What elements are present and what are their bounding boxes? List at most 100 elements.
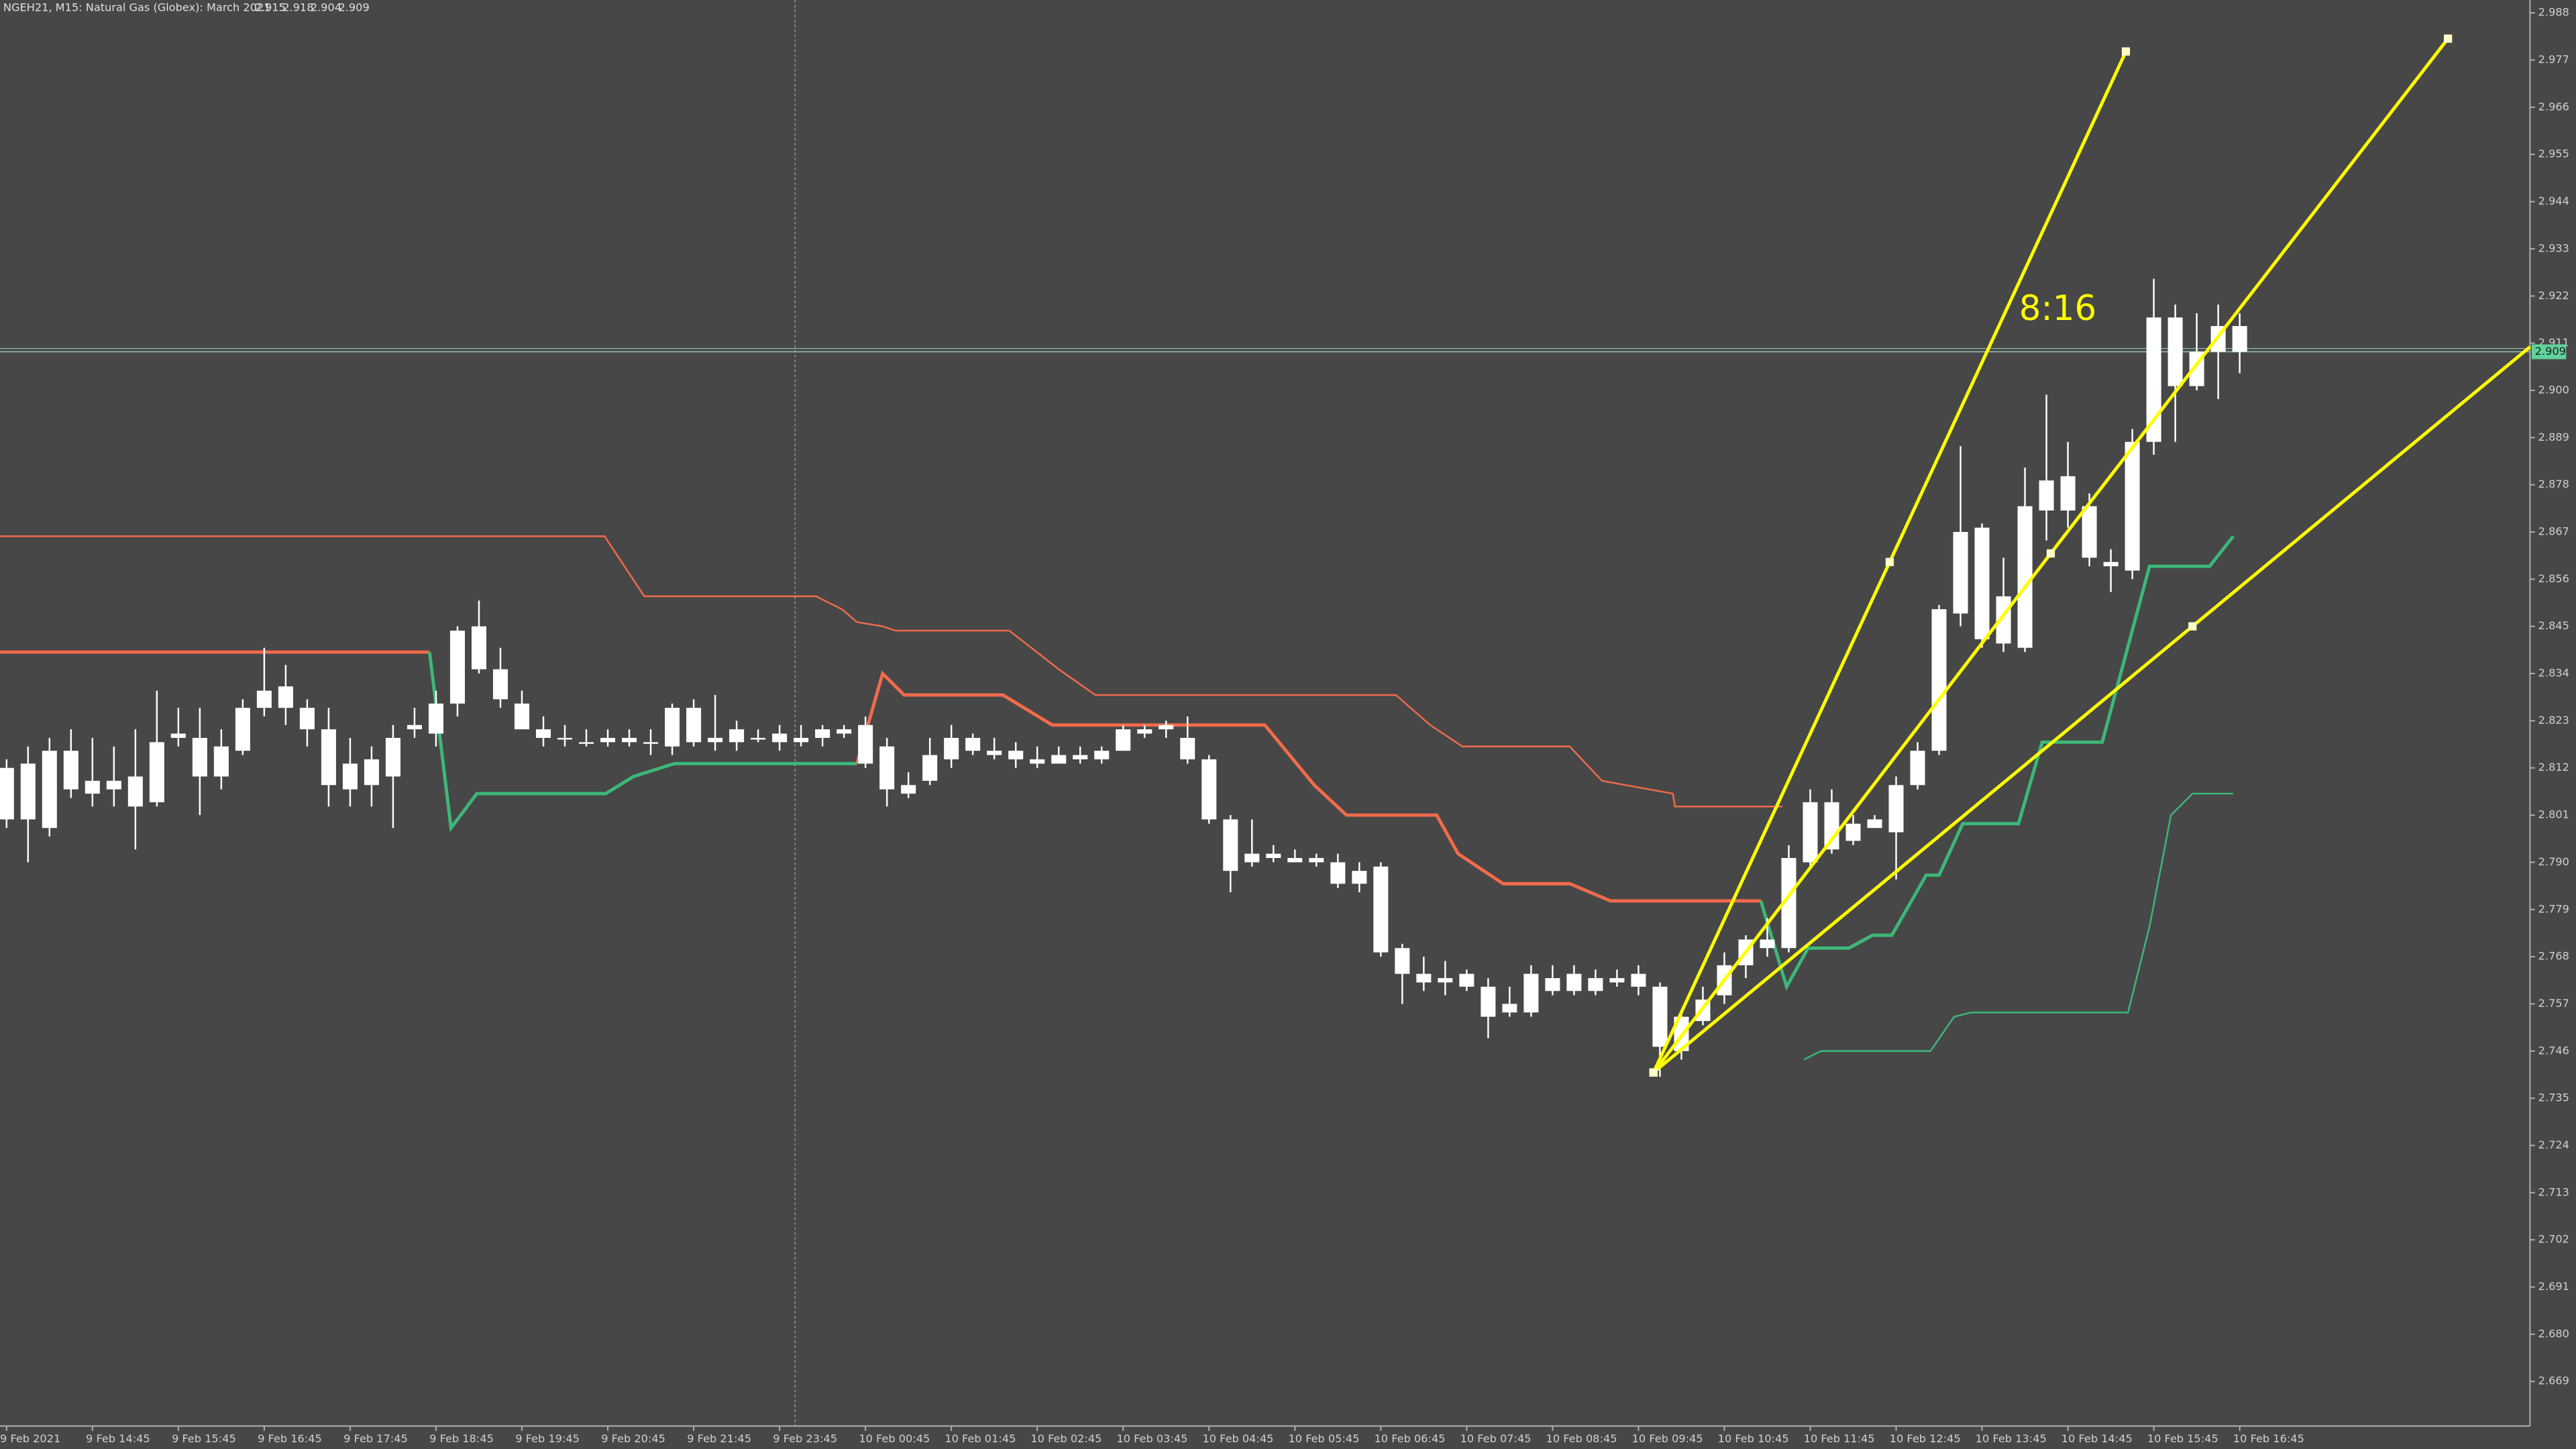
ohlc-high: 2.918 (282, 1, 313, 14)
candle-body (1159, 724, 1174, 730)
trendline-anchor (2121, 47, 2131, 56)
indicator-line (427, 651, 857, 833)
y-tick-label: 2.735 (2538, 1091, 2569, 1104)
candle-body (1888, 785, 1904, 833)
x-tick-label: 10 Feb 16:45 (2233, 1432, 2304, 1445)
candle-body (837, 729, 852, 734)
candle-body (1910, 751, 1925, 786)
candle-body (729, 729, 745, 743)
indicator-line (855, 670, 1761, 903)
x-tick-label: 9 Feb 14:45 (86, 1432, 150, 1445)
x-tick-label: 10 Feb 05:45 (1289, 1432, 1360, 1445)
indicator-line (0, 535, 1782, 808)
x-tick-label: 9 Feb 20:45 (601, 1432, 665, 1445)
candle-body (1931, 609, 1947, 751)
y-tick-label: 2.933 (2538, 241, 2569, 254)
x-tick-label: 10 Feb 00:45 (859, 1432, 930, 1445)
x-tick-label: 10 Feb 06:45 (1375, 1432, 1446, 1445)
candle-body (987, 751, 1002, 755)
candle-body (708, 737, 723, 743)
candle-body (1094, 751, 1110, 759)
candle-body (1352, 871, 1367, 884)
x-tick-label: 10 Feb 03:45 (1116, 1432, 1187, 1445)
x-tick-label: 9 Feb 16:45 (258, 1432, 322, 1445)
x-tick-label: 10 Feb 08:45 (1546, 1432, 1617, 1445)
candle-body (149, 742, 164, 802)
x-tick-label: 9 Feb 19:45 (515, 1432, 580, 1445)
candle-body (1502, 1004, 1517, 1013)
price-label: 2.909 (2535, 345, 2566, 358)
y-tick-label: 2.713 (2538, 1185, 2569, 1198)
candle-body (751, 737, 766, 740)
y-tick-label: 2.922 (2538, 289, 2569, 302)
candle-body (1137, 729, 1152, 734)
y-tick-label: 2.977 (2538, 53, 2569, 66)
candle-body (579, 742, 594, 744)
candle-body (1438, 978, 1453, 983)
candle-body (2060, 476, 2076, 511)
candle-body (0, 767, 14, 820)
x-tick-label: 9 Feb 21:45 (687, 1432, 751, 1445)
candle-body (1974, 527, 1990, 639)
y-tick-label: 2.669 (2538, 1375, 2569, 1387)
candle-body (1051, 755, 1067, 764)
candle-body (1180, 737, 1195, 759)
candle-body (1631, 973, 1646, 987)
y-tick-label: 2.845 (2538, 619, 2569, 632)
candle-body (256, 690, 272, 708)
candle-body (686, 708, 702, 743)
candle-body (85, 780, 100, 794)
x-tick-label: 9 Feb 2021 (0, 1432, 60, 1445)
candle-body (1244, 853, 1260, 863)
candle-body (428, 703, 443, 734)
candle-body (1760, 939, 1775, 949)
y-tick-label: 2.834 (2538, 667, 2569, 680)
candle-body (600, 737, 616, 743)
candle-body (901, 785, 916, 794)
x-tick-label: 9 Feb 23:45 (773, 1432, 837, 1445)
y-tick-label: 2.680 (2538, 1327, 2569, 1340)
candle-body (299, 708, 315, 730)
candle-body (1781, 858, 1796, 949)
y-tick-label: 2.988 (2538, 6, 2569, 19)
x-tick-label: 10 Feb 12:45 (1890, 1432, 1961, 1445)
candle-body (1845, 823, 1861, 841)
candle-body (407, 724, 422, 730)
candle-body (342, 763, 358, 790)
candle-body (1201, 759, 1217, 820)
candle-body (2082, 506, 2097, 558)
candle-body (622, 737, 637, 743)
candle-body (2125, 441, 2140, 571)
candle-body (2039, 480, 2054, 511)
candle-body (1588, 978, 1603, 991)
x-tick-label: 10 Feb 09:45 (1632, 1432, 1703, 1445)
ohlc-low: 2.904 (311, 1, 341, 14)
candle-body (858, 724, 873, 764)
y-tick-label: 2.724 (2538, 1138, 2569, 1151)
candle-body (1867, 819, 1882, 828)
candle-body (1008, 751, 1024, 759)
candle-body (1116, 729, 1131, 751)
x-tick-label: 9 Feb 15:45 (172, 1432, 236, 1445)
y-tick-label: 2.823 (2538, 714, 2569, 727)
candle-body (127, 776, 143, 807)
candle-body (1330, 862, 1346, 884)
candle-body (106, 780, 121, 790)
candle-body (20, 763, 36, 820)
candle-body (557, 737, 573, 740)
candle-body (1223, 819, 1238, 871)
indicator-line (1803, 792, 2234, 1061)
candle-body (1566, 973, 1582, 991)
y-tick-label: 2.944 (2538, 195, 2569, 207)
candle-body (922, 755, 938, 781)
candle-body (63, 751, 78, 790)
candle-body (492, 669, 508, 700)
y-tick-label: 2.856 (2538, 572, 2569, 585)
candle-body (944, 737, 959, 759)
y-tick-label: 2.757 (2538, 997, 2569, 1010)
x-tick-label: 9 Feb 17:45 (343, 1432, 408, 1445)
x-tick-label: 10 Feb 07:45 (1460, 1432, 1532, 1445)
candle-body (1481, 986, 1496, 1017)
candle-body (2167, 317, 2183, 386)
